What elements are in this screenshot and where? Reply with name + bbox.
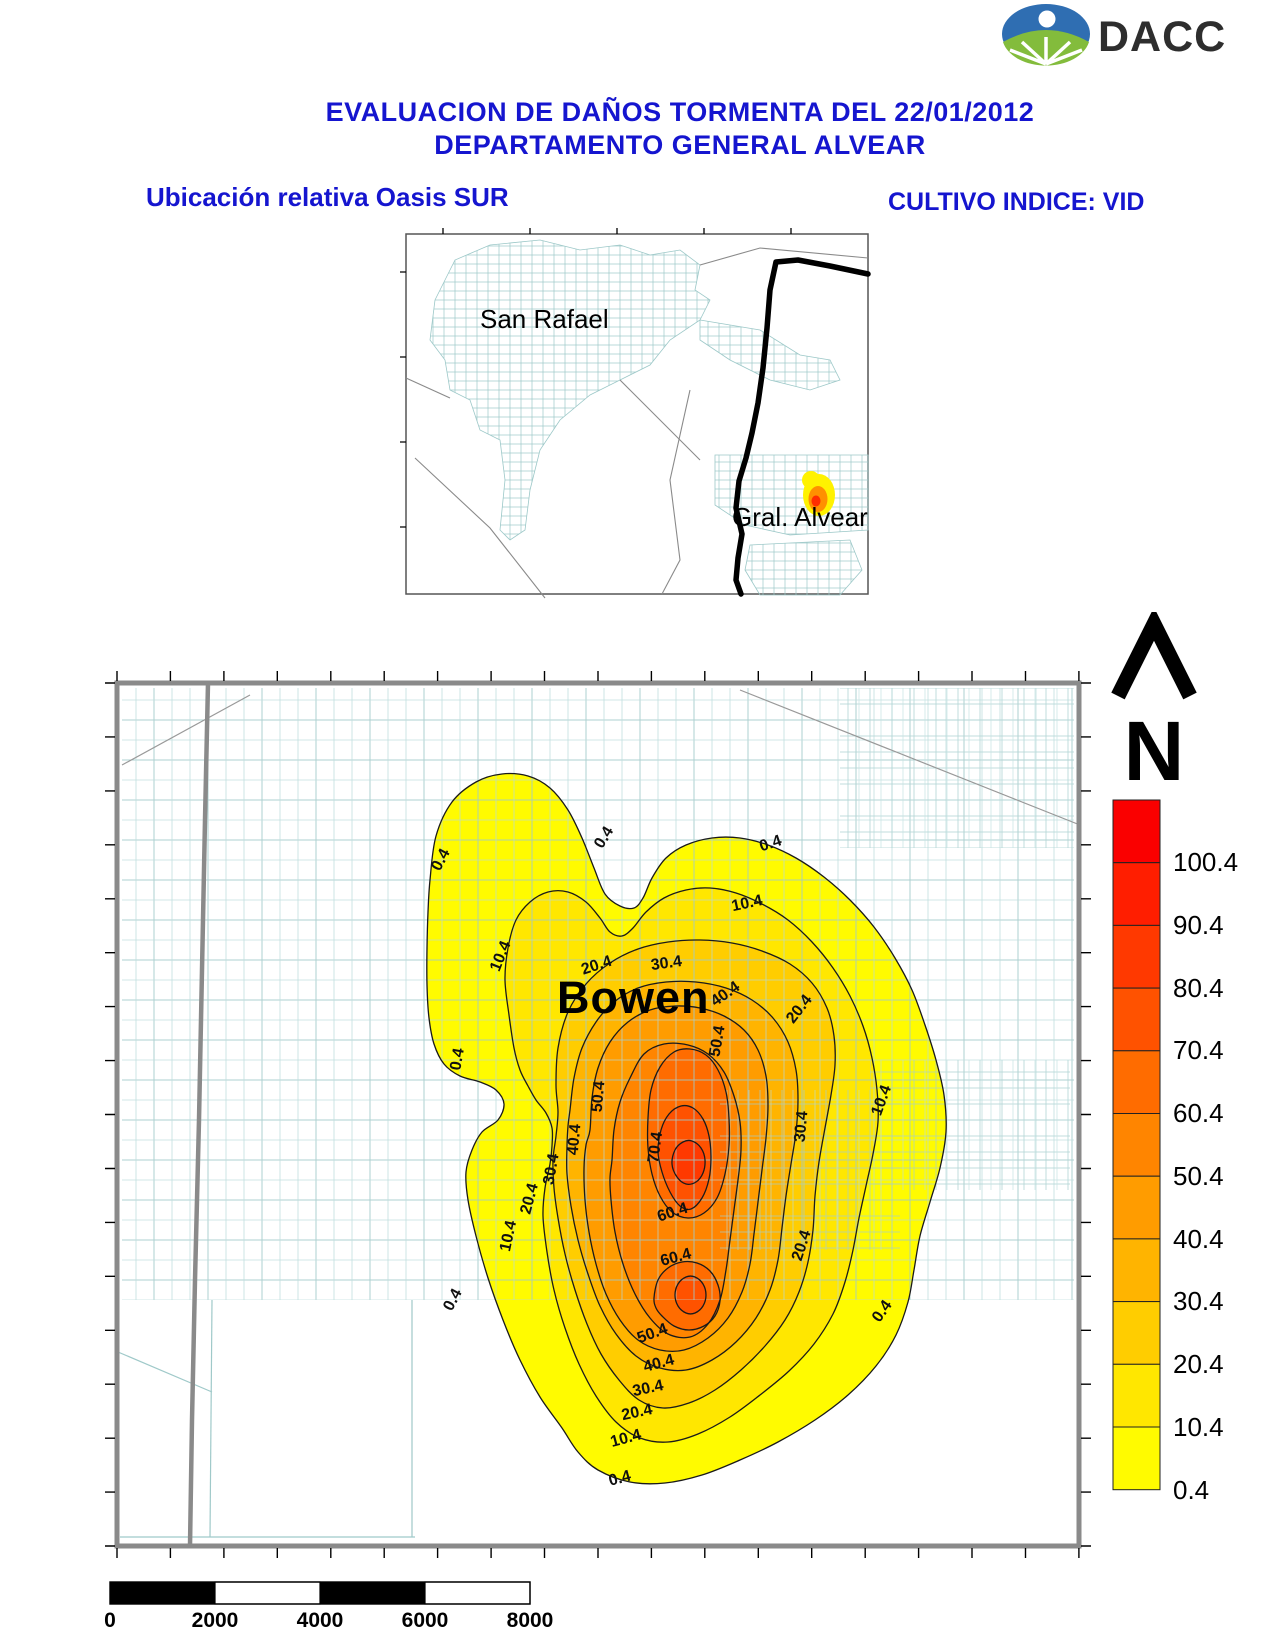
contour-label: 20.4 — [620, 1401, 654, 1424]
legend-cell — [1112, 1175, 1161, 1240]
legend-cell — [1112, 1301, 1161, 1365]
scalebar-segments — [109, 1581, 531, 1605]
report-title: EVALUACION DE DAÑOS TORMENTA DEL 22/01/2… — [250, 96, 1110, 162]
map-frame — [114, 680, 1082, 1549]
contour-label: 50.4 — [706, 1024, 728, 1058]
locator-boundary-lines — [405, 247, 869, 599]
contour-line-80.4 — [671, 1139, 706, 1185]
contour-strokes — [426, 772, 947, 1485]
contour-label: 30.4 — [540, 1152, 562, 1186]
legend-label: 80.4 — [1173, 973, 1224, 1003]
subtitle-left: Ubicación relativa Oasis SUR — [146, 182, 509, 212]
contour-label: 0.4 — [757, 832, 784, 855]
logo-sun-icon — [1038, 10, 1056, 28]
river-line — [733, 257, 871, 597]
legend-cell — [1112, 1050, 1161, 1114]
scalebar: 0 2000 4000 6000 8000 — [104, 1581, 553, 1632]
legend-label: 70.4 — [1173, 1035, 1224, 1065]
contour-label: 0.4 — [447, 1047, 468, 1072]
scalebar-label: 2000 — [192, 1609, 239, 1632]
legend-cell — [1112, 1238, 1161, 1303]
logo-wordmark: DACC — [1098, 13, 1226, 61]
subtitle-right: CULTIVO INDICE: VID — [888, 188, 1145, 216]
contour-line-20.4 — [552, 939, 836, 1409]
legend-label: 60.4 — [1173, 1098, 1224, 1128]
storm-hotspot — [802, 471, 835, 516]
contour-label: 50.4 — [589, 1080, 609, 1113]
contour-line-60.4 — [653, 1260, 721, 1331]
contour-label: 30.4 — [631, 1377, 665, 1400]
contour-line-70.4 — [657, 1104, 712, 1211]
locator-ticks — [400, 228, 792, 528]
map-ticks — [105, 671, 1091, 1558]
contour-line-60.4 — [646, 1048, 731, 1219]
legend-label: 30.4 — [1173, 1286, 1224, 1316]
north-arrow: N — [1111, 612, 1197, 792]
legend-label: 50.4 — [1173, 1161, 1224, 1191]
san-rafael-parcels — [429, 239, 711, 541]
north-arrow-icon — [1111, 612, 1197, 700]
alvear-parcels — [714, 454, 869, 536]
title-line-2: DEPARTAMENTO GENERAL ALVEAR — [434, 130, 926, 160]
dacc-logo: DACC — [1002, 4, 1226, 66]
main-road-line — [187, 682, 211, 1547]
contour-line-70.4 — [674, 1275, 707, 1315]
locator-parcel-clusters — [429, 239, 869, 596]
legend-bar — [1112, 799, 1161, 1491]
contour-label: 30.4 — [792, 1110, 812, 1143]
contour-label: 30.4 — [650, 953, 683, 974]
legend-cell — [1112, 1363, 1161, 1428]
title-line-1: EVALUACION DE DAÑOS TORMENTA DEL 22/01/2… — [325, 97, 1035, 127]
legend-label: 20.4 — [1173, 1349, 1224, 1379]
contour-line-10.4 — [504, 887, 879, 1443]
map-tick-marks — [105, 682, 1091, 1547]
contour-line-50.4 — [609, 1042, 742, 1339]
legend-label: 40.4 — [1173, 1224, 1224, 1254]
city-label-san-rafael: San Rafael — [480, 304, 609, 334]
contour-line-40.4 — [583, 1005, 769, 1353]
scalebar-label: 6000 — [402, 1609, 449, 1632]
main-map: 0.40.4 0.410.420.4 30.440.410.40.420.450.4… — [105, 671, 1091, 1558]
contour-label: 10.4 — [497, 1219, 520, 1253]
contour-label: 40.4 — [565, 1123, 585, 1156]
contour-label: 70.4 — [645, 1131, 666, 1164]
contour-label: 10.4 — [730, 892, 764, 915]
legend-labels: 100.4 90.4 80.4 70.4 60.4 50.4 40.4 30.4… — [1173, 847, 1238, 1505]
legend-label: 90.4 — [1173, 910, 1224, 940]
legend-cell — [1112, 987, 1161, 1052]
east-arm-parcels — [699, 319, 841, 391]
locator-map: San Rafael Gral. Alvear — [400, 228, 871, 599]
scalebar-label: 8000 — [507, 1609, 554, 1632]
parcel-grid-overlay — [122, 688, 1074, 1300]
road-lines — [121, 689, 1081, 826]
south-parcels — [744, 539, 863, 596]
legend-cell — [1112, 1113, 1161, 1177]
legend-cell — [1112, 924, 1161, 989]
legend-cell — [1112, 862, 1161, 926]
contour-line-0.4 — [426, 772, 947, 1485]
map-tick-marks — [116, 671, 1080, 1558]
legend-label: 0.4 — [1173, 1475, 1209, 1505]
place-label-bowen: Bowen — [557, 972, 710, 1023]
parcel-boundary-lines — [117, 1299, 415, 1538]
contour-label: 0.4 — [607, 1468, 633, 1490]
scalebar-labels: 0 2000 4000 6000 8000 — [104, 1609, 553, 1632]
north-label: N — [1124, 704, 1185, 792]
legend-label: 100.4 — [1173, 847, 1238, 877]
scalebar-label: 0 — [104, 1609, 116, 1632]
legend-cell — [1112, 1426, 1161, 1491]
logo-rays-icon — [1009, 37, 1083, 66]
scalebar-label: 4000 — [297, 1609, 344, 1632]
city-label-gral-alvear: Gral. Alvear — [732, 502, 868, 532]
contour-line-30.4 — [565, 980, 799, 1372]
legend-label: 10.4 — [1173, 1412, 1224, 1442]
legend: 100.4 90.4 80.4 70.4 60.4 50.4 40.4 30.4… — [1112, 799, 1238, 1505]
legend-cell — [1112, 799, 1161, 864]
